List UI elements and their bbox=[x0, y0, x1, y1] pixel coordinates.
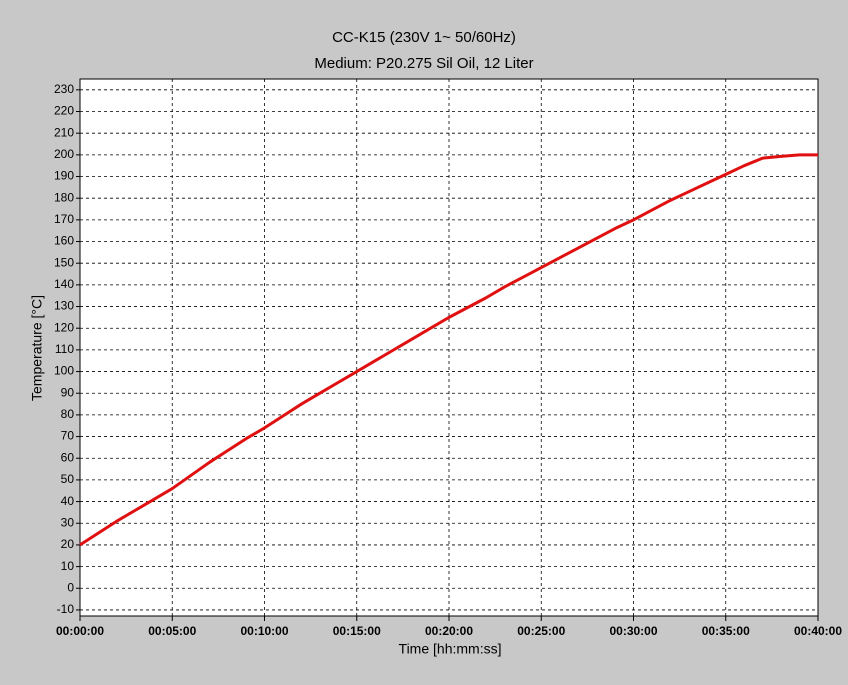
x-axis-label: Time [hh:mm:ss] bbox=[399, 641, 502, 657]
chart-title: CC-K15 (230V 1~ 50/60Hz) bbox=[332, 29, 516, 46]
chart-subtitle: Medium: P20.275 Sil Oil, 12 Liter bbox=[314, 55, 533, 72]
y-tick-label: 190 bbox=[54, 169, 74, 183]
data-line bbox=[79, 153, 818, 547]
x-tick-label: 00:10:00 bbox=[240, 624, 288, 638]
y-tick-label: 80 bbox=[61, 407, 75, 421]
y-tick-label: 200 bbox=[54, 147, 74, 161]
y-tick-label: 40 bbox=[61, 494, 75, 508]
y-tick-label: -10 bbox=[57, 602, 75, 616]
y-tick-label: 150 bbox=[54, 255, 74, 269]
y-tick-label: 110 bbox=[55, 342, 74, 356]
y-tick-label: 100 bbox=[54, 364, 74, 378]
y-tick-label: 210 bbox=[54, 125, 74, 139]
y-tick-label: 130 bbox=[54, 299, 74, 313]
x-tick-label: 00:40:00 bbox=[794, 624, 842, 638]
x-tick-label: 00:25:00 bbox=[517, 624, 565, 638]
y-tick-label: 50 bbox=[61, 472, 75, 486]
y-tick-label: 230 bbox=[54, 82, 74, 96]
y-tick-label: 160 bbox=[54, 234, 74, 248]
x-tick-label: 00:20:00 bbox=[425, 624, 473, 638]
x-tick-label: 00:35:00 bbox=[702, 624, 750, 638]
y-tick-label: 30 bbox=[61, 515, 75, 529]
y-tick-label: 170 bbox=[54, 212, 74, 226]
y-tick-label: 20 bbox=[61, 537, 75, 551]
y-tick-label: 180 bbox=[54, 190, 74, 204]
x-tick-label: 00:30:00 bbox=[609, 624, 657, 638]
y-axis-label: Temperature [°C] bbox=[29, 295, 45, 401]
x-tick-label: 00:15:00 bbox=[333, 624, 381, 638]
x-tick-label: 00:05:00 bbox=[148, 624, 196, 638]
y-tick-label: 60 bbox=[61, 450, 75, 464]
plot-area bbox=[79, 78, 819, 617]
y-tick-label: 140 bbox=[54, 277, 74, 291]
y-tick-label: 10 bbox=[61, 559, 75, 573]
y-tick-label: 90 bbox=[61, 385, 75, 399]
y-tick-label: 220 bbox=[54, 104, 74, 118]
y-tick-label: 0 bbox=[67, 580, 74, 594]
y-tick-label: 120 bbox=[54, 320, 74, 334]
x-tick-label: 00:00:00 bbox=[56, 624, 104, 638]
y-tick-label: 70 bbox=[61, 429, 75, 443]
